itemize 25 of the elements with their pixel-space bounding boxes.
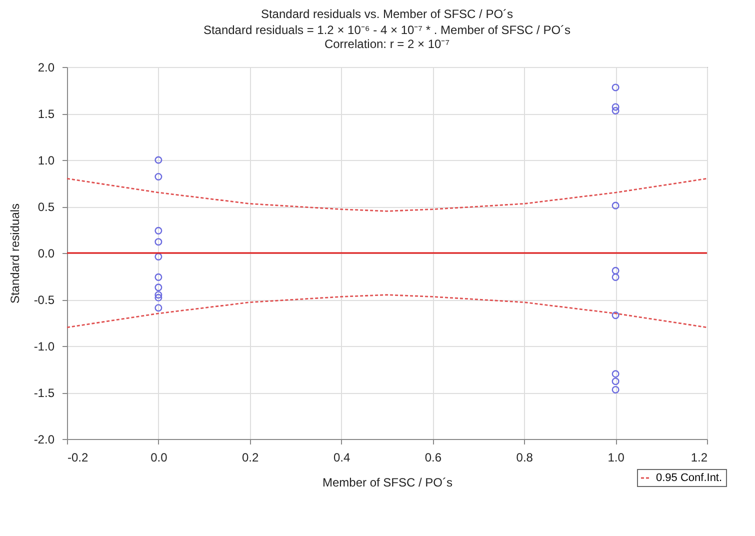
y-tick-label: 0.0 — [38, 246, 55, 260]
y-tick-label: -1.5 — [34, 386, 55, 400]
legend-label: 0.95 Conf.Int. — [656, 472, 722, 484]
x-tick-label: -0.2 — [68, 450, 89, 464]
x-tick-label: 0.8 — [516, 450, 534, 464]
y-tick-label: -2.0 — [34, 432, 55, 446]
y-tick-label: 1.5 — [38, 107, 55, 121]
x-tick-label: 1.2 — [690, 450, 708, 464]
x-tick-label: 1.0 — [608, 450, 625, 464]
x-tick-label: 0.4 — [333, 450, 350, 464]
y-tick-label: 0.5 — [38, 200, 55, 214]
y-tick-label: 1.0 — [38, 154, 55, 168]
x-tick-label: 0.2 — [242, 450, 260, 464]
x-tick-label: 0.0 — [150, 450, 168, 464]
y-axis-title: Standard residuals — [8, 203, 22, 304]
chart-title: Standard residuals vs. Member of SFSC / PO´s — [260, 7, 514, 21]
y-tick-label: -0.5 — [34, 293, 55, 307]
x-axis-title: Member of SFSC / PO´s — [322, 476, 453, 490]
y-tick-label: -1.0 — [34, 340, 55, 354]
line-series — [66, 178, 708, 212]
text: Correlation: r = 2 × 10⁻⁷ — [324, 37, 450, 51]
chart-subtitle: Standard residuals = 1.2 × 10⁻⁶ - 4 × 10⁻⁷ * . Member of SFSC / PO´s — [203, 23, 571, 37]
x-tick-label: 0.6 — [424, 450, 442, 464]
line-series — [66, 294, 708, 328]
y-tick-label: 2.0 — [38, 60, 55, 74]
